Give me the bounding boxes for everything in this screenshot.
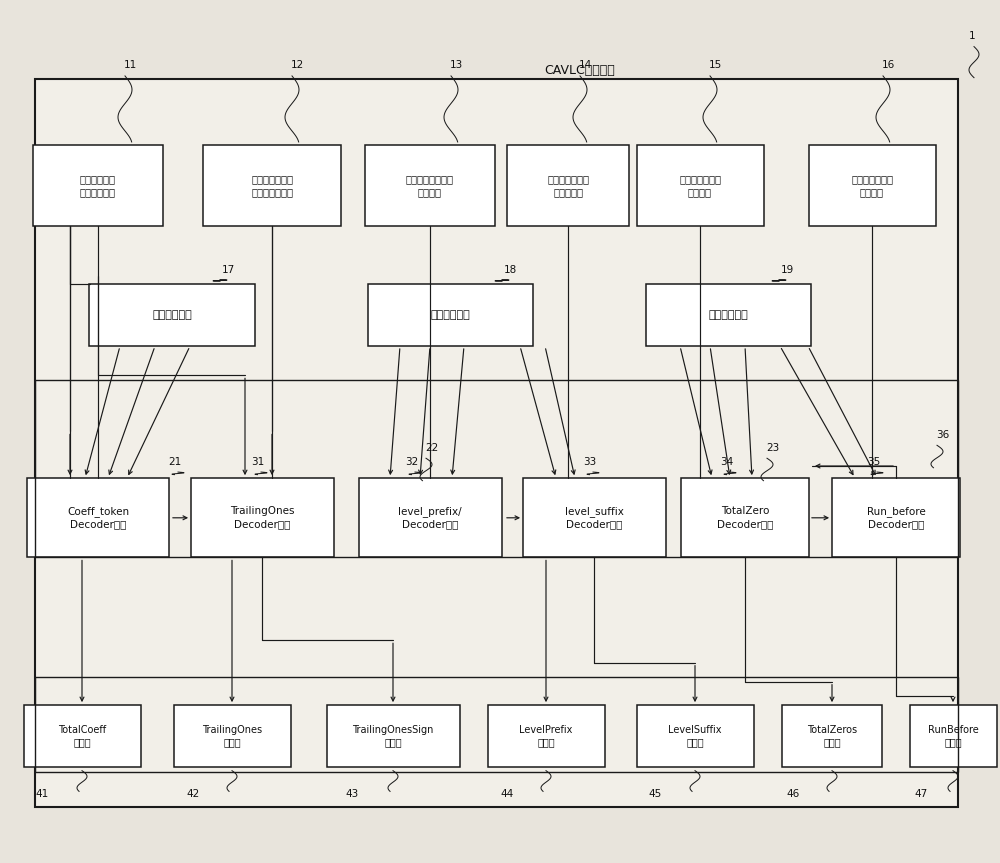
Bar [27,478,169,557]
Text: 35: 35 [867,457,881,467]
Text: 42: 42 [186,789,200,799]
Text: level_prefix/
Decoder模块: level_prefix/ Decoder模块 [398,506,462,530]
Bar [507,145,629,225]
Text: 16: 16 [881,60,895,70]
Bar [35,677,958,772]
Bar [910,705,996,767]
Text: 12: 12 [290,60,304,70]
Text: 19: 19 [780,265,794,275]
Text: level_suffix
Decoder模块: level_suffix Decoder模块 [565,506,623,530]
Bar [190,478,334,557]
Bar [358,478,502,557]
Text: 23: 23 [766,443,780,453]
Bar [782,705,882,767]
Bar [89,284,254,346]
Text: 32: 32 [405,457,419,467]
Text: 第一控制模块: 第一控制模块 [152,310,192,320]
Text: 45: 45 [648,789,662,799]
Text: TotalCoeff
寄存器: TotalCoeff 寄存器 [58,725,106,747]
Text: 44: 44 [500,789,514,799]
Text: Coeff_token
Decoder模块: Coeff_token Decoder模块 [67,506,129,530]
Bar [174,705,291,767]
Bar [646,284,810,346]
Bar [35,380,958,557]
Text: TrailingOnes
寄存器: TrailingOnes 寄存器 [202,725,262,747]
Text: 33: 33 [583,457,597,467]
Text: 34: 34 [720,457,734,467]
Bar [637,705,754,767]
Bar [681,478,809,557]
Text: 1: 1 [969,31,975,41]
Bar [808,145,936,225]
Bar [203,145,341,225]
Bar [33,145,163,225]
Text: 总零数解码跳转
控制模块: 总零数解码跳转 控制模块 [679,174,721,197]
Text: LevelPrefix
寄存器: LevelPrefix 寄存器 [519,725,573,747]
Text: 13: 13 [449,60,463,70]
Text: 41: 41 [35,789,49,799]
Text: RunBefore
寄存器: RunBefore 寄存器 [928,725,978,747]
Bar [365,145,495,225]
Text: 前游程解码跳转
控制模块: 前游程解码跳转 控制模块 [851,174,893,197]
Text: TotalZero
Decoder模块: TotalZero Decoder模块 [717,507,773,529]
Text: 46: 46 [786,789,800,799]
Text: 36: 36 [936,430,950,440]
Bar [637,145,764,225]
Text: 幅値后缀解码跳
转控制模块: 幅値后缀解码跳 转控制模块 [547,174,589,197]
Bar [522,478,666,557]
Bar [24,705,140,767]
Bar [832,478,960,557]
Text: 47: 47 [914,789,928,799]
Bar [326,705,460,767]
Text: 31: 31 [251,457,265,467]
Text: 43: 43 [345,789,359,799]
Text: TotalZeros
寄存器: TotalZeros 寄存器 [807,725,857,747]
Text: CAVLC控制模块: CAVLC控制模块 [545,64,615,78]
Text: 14: 14 [578,60,592,70]
Text: 拖尾符号标记解
码跳转控制模块: 拖尾符号标记解 码跳转控制模块 [251,174,293,197]
Text: 15: 15 [708,60,722,70]
Bar [488,705,604,767]
Text: 22: 22 [425,443,439,453]
Text: 17: 17 [221,265,235,275]
Text: 第三控制模块: 第三控制模块 [708,310,748,320]
Text: 系数标记解码
跳转控制模块: 系数标记解码 跳转控制模块 [80,174,116,197]
Bar [35,79,958,807]
Text: Run_before
Decoder模块: Run_before Decoder模块 [867,506,925,530]
Text: 11: 11 [123,60,137,70]
Text: 18: 18 [503,265,517,275]
Text: LevelSuffix
寄存器: LevelSuffix 寄存器 [668,725,722,747]
Text: TrailingOnes
Decoder模块: TrailingOnes Decoder模块 [230,507,294,529]
Text: TrailingOnesSign
寄存器: TrailingOnesSign 寄存器 [352,725,434,747]
Text: 第二控制模块: 第二控制模块 [430,310,470,320]
Text: 幅値前缀解码跳转
控制模块: 幅値前缀解码跳转 控制模块 [406,174,454,197]
Text: 21: 21 [168,457,182,467]
Bar [368,284,532,346]
